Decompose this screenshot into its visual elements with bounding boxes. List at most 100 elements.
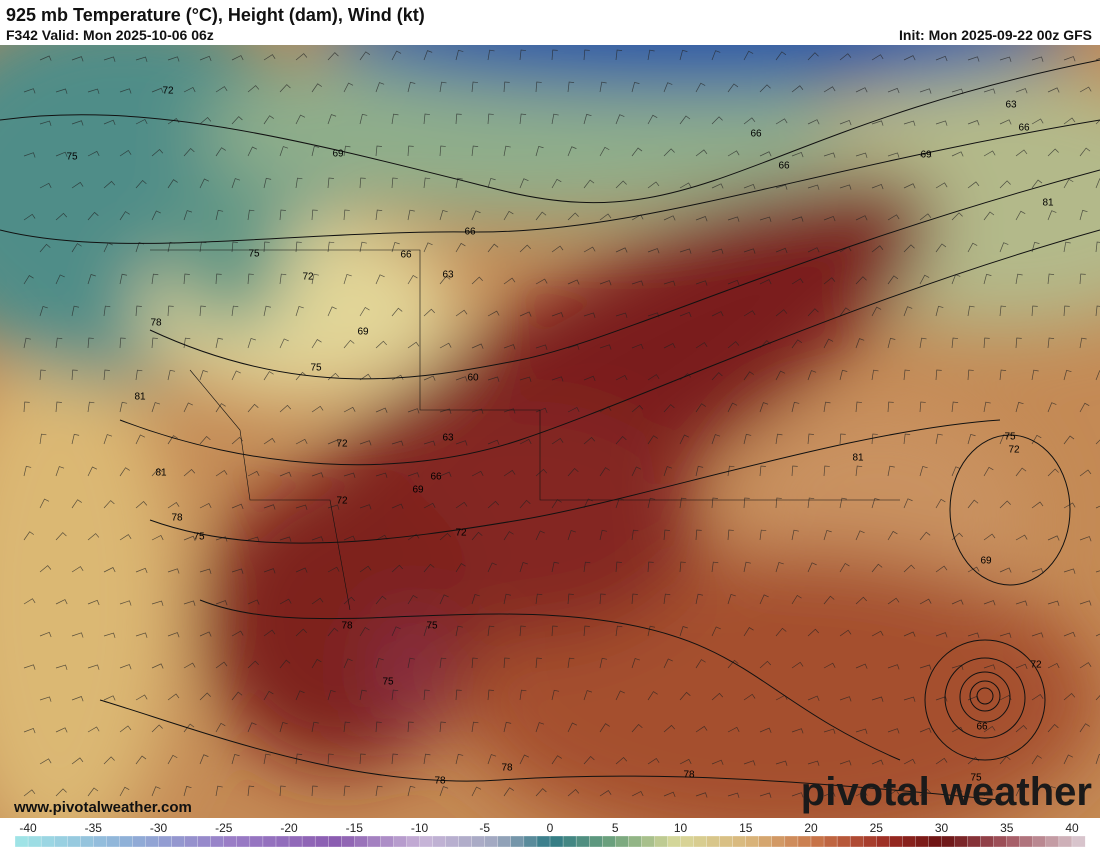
colorbar-swatch bbox=[210, 835, 225, 848]
wind-barb bbox=[551, 49, 558, 61]
wind-barb bbox=[1015, 273, 1023, 285]
wind-barb bbox=[647, 757, 660, 765]
wind-barb bbox=[583, 113, 592, 125]
wind-barb bbox=[519, 244, 531, 253]
wind-barb bbox=[919, 465, 928, 477]
contour-label: 75 bbox=[193, 532, 205, 543]
contour-label: 63 bbox=[1005, 100, 1017, 111]
wind-barb bbox=[23, 664, 36, 670]
colorbar-swatch bbox=[393, 835, 407, 848]
wind-barb bbox=[615, 625, 623, 637]
wind-barb bbox=[743, 693, 756, 701]
wind-barb bbox=[711, 759, 724, 765]
wind-barb bbox=[999, 500, 1011, 509]
wind-barb bbox=[727, 659, 739, 669]
contour-label: 81 bbox=[134, 392, 146, 403]
wind-barb bbox=[1031, 369, 1039, 381]
wind-barb bbox=[1063, 435, 1075, 445]
contour-label: 78 bbox=[341, 621, 353, 632]
wind-barb bbox=[391, 689, 399, 701]
wind-barb bbox=[71, 696, 84, 702]
contour-label: 72 bbox=[302, 272, 314, 283]
wind-barb bbox=[823, 791, 836, 797]
wind-barb bbox=[567, 593, 574, 605]
wind-barb bbox=[1015, 663, 1028, 669]
wind-barb bbox=[151, 87, 164, 94]
wind-barb bbox=[903, 433, 911, 445]
wind-barb bbox=[967, 566, 980, 573]
wind-barb bbox=[983, 787, 994, 797]
wind-barb bbox=[631, 658, 640, 669]
wind-barb bbox=[247, 599, 260, 605]
wind-barb bbox=[871, 306, 882, 317]
wind-barb bbox=[455, 440, 468, 446]
wind-barb bbox=[535, 593, 543, 605]
wind-barb bbox=[151, 786, 161, 797]
wind-barb bbox=[567, 279, 580, 285]
wind-barb bbox=[263, 437, 276, 445]
colorbar-swatch bbox=[328, 835, 342, 848]
colorbar-swatch bbox=[93, 835, 107, 848]
wind-barb bbox=[23, 213, 36, 221]
wind-barb bbox=[887, 152, 900, 158]
wind-barb bbox=[295, 177, 303, 189]
wind-barb bbox=[103, 695, 116, 701]
contour-line bbox=[119, 229, 1100, 466]
wind-barb bbox=[407, 594, 418, 605]
wind-barb bbox=[599, 657, 608, 669]
wind-barb bbox=[503, 408, 516, 414]
colorbar-swatch bbox=[771, 835, 786, 848]
wind-barb bbox=[727, 529, 734, 541]
wind-barb bbox=[855, 87, 868, 93]
wind-barb bbox=[903, 120, 916, 126]
wind-barb bbox=[1063, 568, 1076, 574]
wind-barb bbox=[519, 49, 527, 61]
wind-barb bbox=[183, 785, 192, 797]
wind-barb bbox=[999, 369, 1007, 381]
colorbar-swatch bbox=[288, 835, 303, 848]
wind-barb bbox=[391, 307, 403, 317]
wind-barb bbox=[503, 277, 516, 285]
wind-barb bbox=[423, 177, 431, 189]
wind-barb bbox=[647, 625, 656, 637]
wind-barb bbox=[1031, 755, 1042, 765]
wind-barb bbox=[887, 530, 898, 541]
wind-barb bbox=[727, 216, 740, 222]
wind-barb bbox=[583, 49, 590, 61]
wind-barb bbox=[455, 563, 466, 573]
wind-barb bbox=[807, 370, 817, 381]
wind-barb bbox=[503, 210, 514, 221]
wind-barb bbox=[487, 49, 495, 61]
wind-barb bbox=[631, 466, 641, 477]
wind-barb bbox=[567, 467, 579, 477]
wind-barb bbox=[87, 664, 100, 670]
wind-barb bbox=[727, 594, 736, 605]
wind-barb bbox=[775, 497, 782, 509]
wind-barb bbox=[423, 689, 430, 701]
wind-barb bbox=[711, 692, 724, 701]
wind-barb bbox=[135, 501, 148, 509]
colorbar-label: 15 bbox=[739, 821, 753, 835]
wind-barb bbox=[695, 725, 708, 733]
colorbar-swatch bbox=[954, 835, 969, 848]
wind-barb bbox=[327, 566, 340, 573]
wind-barb bbox=[183, 273, 190, 285]
wind-barb bbox=[455, 177, 463, 189]
wind-barb bbox=[535, 278, 548, 285]
colorbar-swatch bbox=[549, 835, 564, 848]
wind-barb bbox=[871, 433, 878, 445]
wind-barb bbox=[823, 662, 836, 669]
wind-barb bbox=[871, 120, 884, 126]
colorbar-swatch bbox=[863, 835, 877, 848]
colorbar-swatch bbox=[706, 835, 721, 848]
wind-barb bbox=[1079, 723, 1090, 733]
wind-barb bbox=[695, 342, 708, 349]
wind-barb bbox=[551, 245, 564, 253]
wind-barb bbox=[439, 408, 452, 414]
wind-barb bbox=[87, 401, 95, 413]
colorbar-swatch bbox=[823, 835, 838, 848]
wind-barb bbox=[1047, 87, 1060, 93]
wind-barb bbox=[1047, 724, 1059, 733]
wind-barb bbox=[39, 631, 52, 638]
wind-barb bbox=[583, 375, 596, 382]
